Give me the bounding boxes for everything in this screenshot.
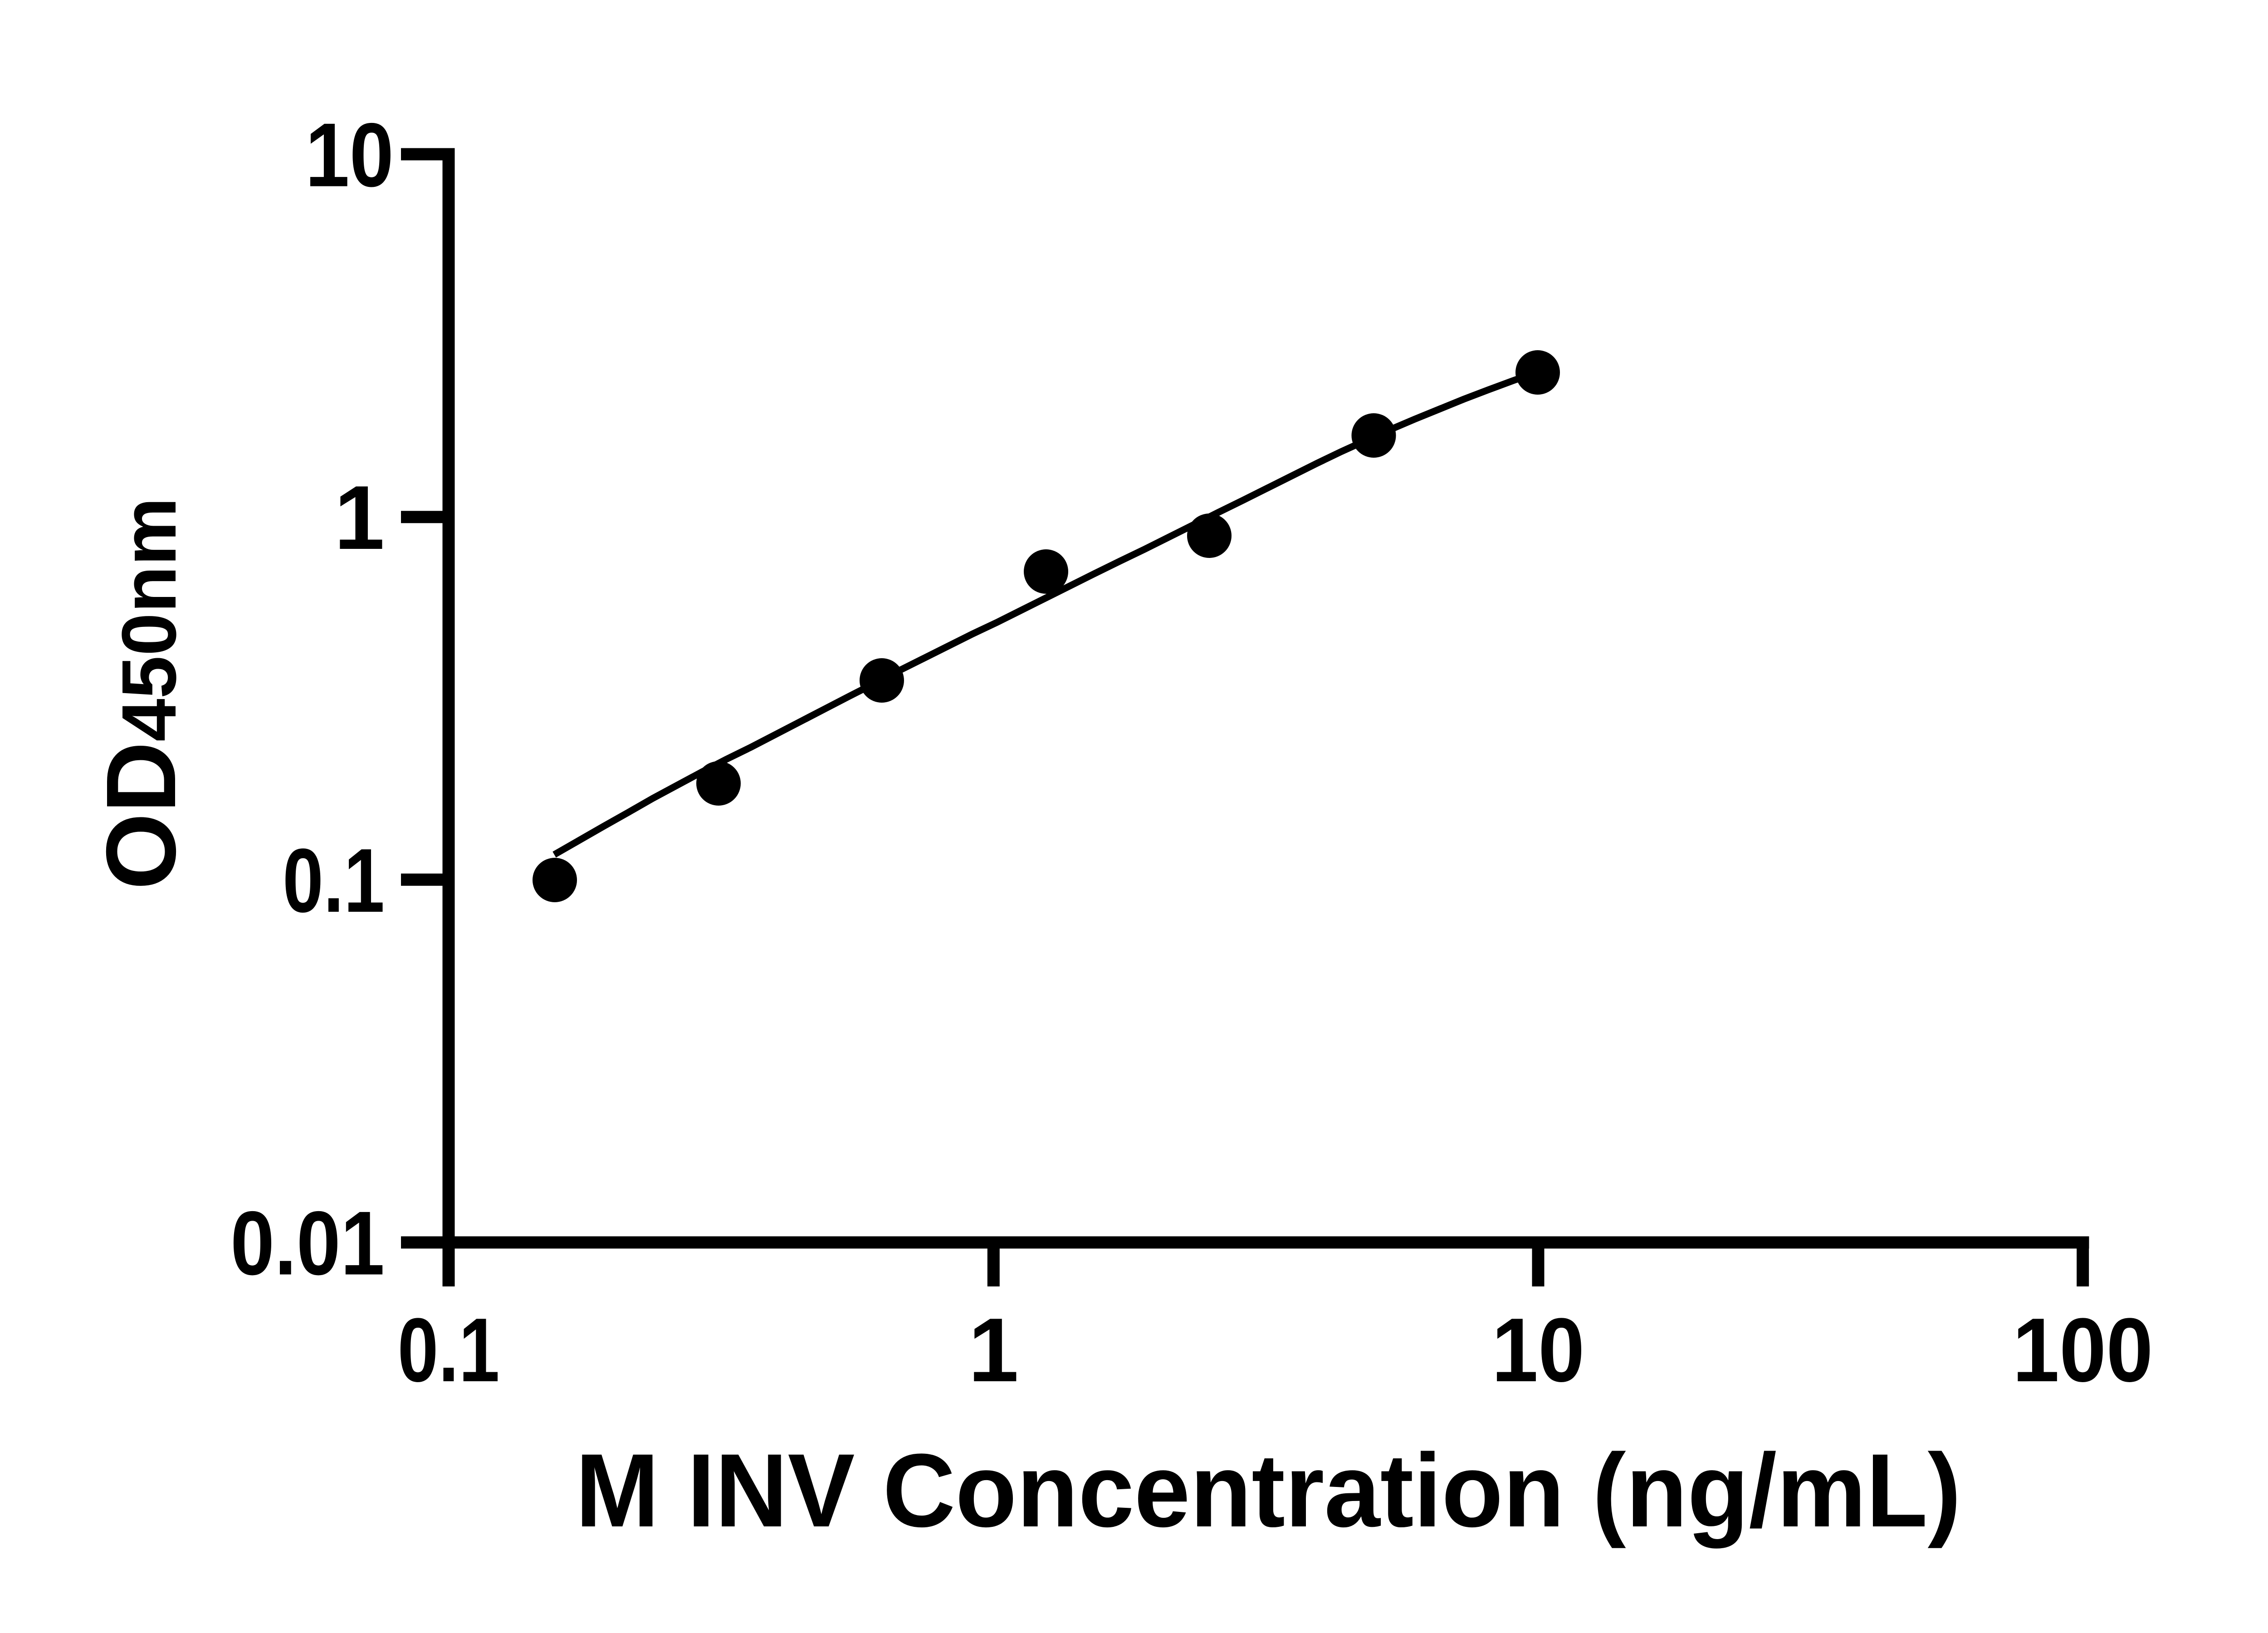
svg-text:0.1: 0.1 <box>283 830 385 931</box>
svg-text:0.01: 0.01 <box>230 1193 385 1294</box>
svg-text:100: 100 <box>2013 1300 2153 1401</box>
svg-text:10: 10 <box>1492 1300 1585 1401</box>
svg-text:M INV Concentration (ng/mL): M INV Concentration (ng/mL) <box>576 1432 1961 1549</box>
svg-text:1: 1 <box>968 1300 1019 1401</box>
svg-text:1: 1 <box>334 467 385 568</box>
svg-text:0.1: 0.1 <box>398 1300 500 1401</box>
svg-text:10: 10 <box>305 105 394 206</box>
